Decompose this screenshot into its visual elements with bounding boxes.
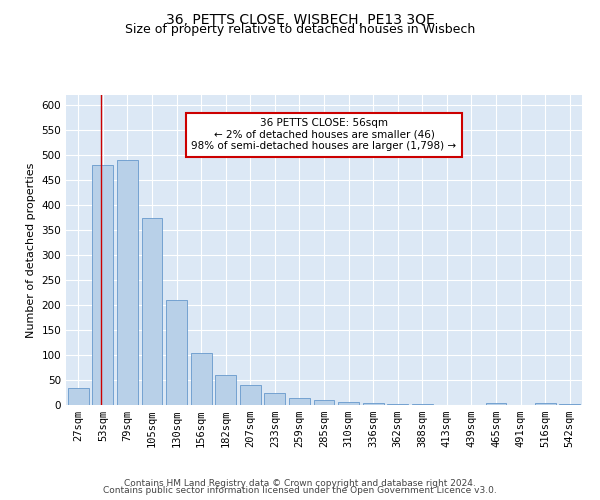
Text: Contains public sector information licensed under the Open Government Licence v3: Contains public sector information licen…	[103, 486, 497, 495]
Bar	[68, 388, 89, 405]
Bar	[92, 165, 113, 405]
Bar	[265, 392, 286, 405]
Bar	[215, 375, 236, 405]
Y-axis label: Number of detached properties: Number of detached properties	[26, 162, 36, 338]
Bar	[117, 160, 138, 405]
Text: 36 PETTS CLOSE: 56sqm
← 2% of detached houses are smaller (46)
98% of semi-detac: 36 PETTS CLOSE: 56sqm ← 2% of detached h…	[191, 118, 457, 152]
Text: Contains HM Land Registry data © Crown copyright and database right 2024.: Contains HM Land Registry data © Crown c…	[124, 478, 476, 488]
Bar	[387, 404, 408, 405]
Bar	[142, 218, 163, 405]
Bar	[314, 400, 334, 405]
Bar	[412, 404, 433, 405]
Bar	[289, 398, 310, 405]
Bar	[191, 352, 212, 405]
Text: 36, PETTS CLOSE, WISBECH, PE13 3QE: 36, PETTS CLOSE, WISBECH, PE13 3QE	[166, 12, 434, 26]
Bar	[240, 385, 261, 405]
Bar	[166, 300, 187, 405]
Text: Size of property relative to detached houses in Wisbech: Size of property relative to detached ho…	[125, 22, 475, 36]
Bar	[485, 402, 506, 405]
Bar	[436, 404, 457, 405]
Bar	[535, 402, 556, 405]
Bar	[362, 402, 383, 405]
Bar	[559, 404, 580, 405]
Bar	[338, 402, 359, 405]
